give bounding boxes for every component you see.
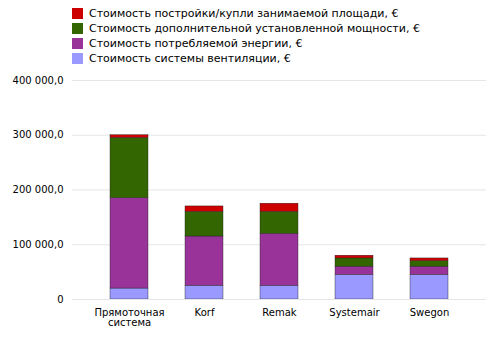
html-text:Стоимость потребляемой энергии: Стоимость потребляемой энергии, € bbox=[89, 37, 303, 50]
html-text:Стоимость постройки/купли зани: Стоимость постройки/купли занимаемой пло… bbox=[89, 7, 399, 20]
svg-text:Korf: Korf bbox=[195, 307, 215, 318]
html-text:Стоимость системы вентиляции,: Стоимость системы вентиляции, € bbox=[89, 52, 291, 65]
svg-text:100 000,0: 100 000,0 bbox=[13, 239, 64, 250]
svg-text:300 000,0: 300 000,0 bbox=[13, 129, 64, 140]
svg-text:Swegon: Swegon bbox=[410, 307, 449, 318]
svg-text:200 000,0: 200 000,0 bbox=[13, 184, 64, 195]
html-text:Стоимость дополнительной устан: Стоимость дополнительной установленной м… bbox=[89, 22, 420, 35]
svg-text:Remak: Remak bbox=[262, 307, 297, 318]
svg-text:Прямоточнаясистема: Прямоточнаясистема bbox=[94, 307, 164, 328]
svg-text:Systemair: Systemair bbox=[329, 307, 380, 318]
svg-text:0: 0 bbox=[57, 294, 63, 305]
svg-text:400 000,0: 400 000,0 bbox=[13, 75, 64, 86]
